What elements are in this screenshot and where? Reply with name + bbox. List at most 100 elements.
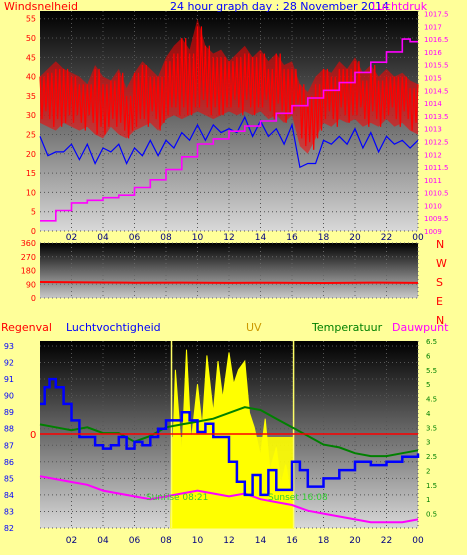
y-right-tick-label: 1016.5 xyxy=(424,36,449,44)
sunset-label: Sunset 16:08 xyxy=(268,493,328,503)
direction-tick-label: 270 xyxy=(21,253,36,262)
y-right-tick-label: 1011 xyxy=(424,177,442,185)
uv-temp-tick-label: 6.5 xyxy=(426,338,437,346)
x-tick-label: 12 xyxy=(223,536,234,546)
x-tick-label: 16 xyxy=(286,233,298,243)
x-tick-label: 06 xyxy=(129,233,141,243)
compass-label: S xyxy=(436,276,443,289)
y-left-tick-label: 10 xyxy=(26,188,36,197)
uv-temp-tick-label: 2.5 xyxy=(426,453,437,461)
x-tick-label: 12 xyxy=(223,233,234,243)
direction-tick-label: 360 xyxy=(21,239,36,248)
x-tick-label: 18 xyxy=(318,536,330,546)
x-tick-label: 00 xyxy=(412,536,424,546)
y-right-tick-label: 1015.5 xyxy=(424,62,449,70)
x-tick-label: 16 xyxy=(286,536,298,546)
y-right-tick-label: 1009 xyxy=(424,228,442,236)
x-tick-label: 10 xyxy=(192,233,204,243)
sunrise-label: Sunrise 08:21 xyxy=(146,493,208,503)
x-tick-label: 04 xyxy=(97,536,109,546)
humidity-tick-label: 89 xyxy=(4,408,14,417)
y-right-tick-label: 1014 xyxy=(424,100,442,108)
pressure-axis-label: Luchtdruk xyxy=(372,0,428,13)
chart-title: 24 hour graph day : 28 November 2014 xyxy=(170,0,389,13)
humidity-label: Luchtvochtigheid xyxy=(66,321,161,334)
uv-temp-tick-label: 3 xyxy=(426,439,430,447)
y-right-tick-label: 1017 xyxy=(424,23,442,31)
y-left-tick-label: 20 xyxy=(26,150,36,159)
compass-label: W xyxy=(436,257,447,270)
temperature-series xyxy=(39,406,419,458)
y-right-tick-label: 1012.5 xyxy=(424,138,449,146)
y-left-tick-label: 15 xyxy=(26,169,36,178)
x-tick-label: 08 xyxy=(160,233,172,243)
uv-temp-tick-label: 1.5 xyxy=(426,482,437,490)
x-tick-label: 08 xyxy=(160,536,172,546)
wind-direction-series xyxy=(39,281,419,285)
y-right-tick-label: 1011.5 xyxy=(424,164,449,172)
wind-axis-label: Windsnelheid xyxy=(4,0,78,13)
y-left-tick-label: 25 xyxy=(26,131,36,140)
y-left-tick-label: 35 xyxy=(26,92,36,101)
y-right-tick-label: 1010 xyxy=(424,202,442,210)
uv-temp-tick-label: 4 xyxy=(426,410,431,418)
y-left-tick-label: 55 xyxy=(26,15,36,24)
y-left-tick-label: 5 xyxy=(31,208,36,217)
x-tick-label: 22 xyxy=(381,536,392,546)
dewpoint-series xyxy=(39,475,419,524)
direction-tick-label: 90 xyxy=(26,280,36,289)
y-right-tick-label: 1010.5 xyxy=(424,190,449,198)
y-right-tick-label: 1013.5 xyxy=(424,113,449,121)
humidity-tick-label: 87 xyxy=(4,441,14,450)
y-right-tick-label: 1012 xyxy=(424,151,442,159)
x-tick-label: 04 xyxy=(97,233,109,243)
y-right-tick-label: 1013 xyxy=(424,126,442,134)
y-right-tick-label: 1017.5 xyxy=(424,11,449,19)
x-tick-label: 06 xyxy=(129,536,141,546)
y-right-tick-label: 1009.5 xyxy=(424,215,449,223)
direction-plot-area xyxy=(40,243,418,298)
y-left-tick-label: 50 xyxy=(26,34,36,43)
y-left-tick-label: 0 xyxy=(31,227,36,236)
compass-label: E xyxy=(436,295,443,308)
uv-temp-tick-label: 1 xyxy=(426,496,430,504)
uv-temp-tick-label: 0.5 xyxy=(426,511,437,519)
y-right-tick-label: 1016 xyxy=(424,49,442,57)
x-tick-label: 02 xyxy=(66,536,77,546)
x-tick-label: 02 xyxy=(66,233,77,243)
x-tick-label: 20 xyxy=(349,233,361,243)
y-left-tick-label: 30 xyxy=(26,111,36,120)
uv-daylight-fill xyxy=(171,436,294,528)
y-right-tick-label: 1014.5 xyxy=(424,87,449,95)
humidity-series xyxy=(40,377,420,497)
x-tick-label: 20 xyxy=(349,536,361,546)
temperature-label: Temperatuur xyxy=(311,321,383,334)
uv-temp-tick-label: 4.5 xyxy=(426,396,437,404)
humidity-tick-label: 91 xyxy=(4,375,14,384)
humidity-tick-label: 88 xyxy=(4,425,14,434)
compass-label: N xyxy=(436,314,444,327)
humidity-tick-label: 92 xyxy=(4,359,14,368)
x-tick-label: 14 xyxy=(255,233,267,243)
direction-tick-label: 0 xyxy=(31,294,36,303)
compass-label: N xyxy=(436,238,444,251)
humidity-tick-label: 86 xyxy=(4,458,14,467)
rain-label: Regenval xyxy=(1,321,52,334)
uv-temp-tick-label: 5 xyxy=(426,381,430,389)
humidity-tick-label: 93 xyxy=(4,342,14,351)
humidity-tick-label: 85 xyxy=(4,474,14,483)
humidity-tick-label: 90 xyxy=(4,392,14,401)
x-tick-label: 14 xyxy=(255,536,267,546)
pressure-series xyxy=(40,38,418,222)
y-right-tick-label: 1015 xyxy=(424,75,442,83)
wind-average-series xyxy=(39,115,419,169)
x-tick-label: 18 xyxy=(318,233,330,243)
uv-temp-tick-label: 6 xyxy=(426,352,431,360)
uv-label: UV xyxy=(246,321,262,334)
humidity-tick-label: 83 xyxy=(4,507,14,516)
uv-temp-tick-label: 5.5 xyxy=(426,367,437,375)
x-tick-label: 00 xyxy=(412,233,424,243)
